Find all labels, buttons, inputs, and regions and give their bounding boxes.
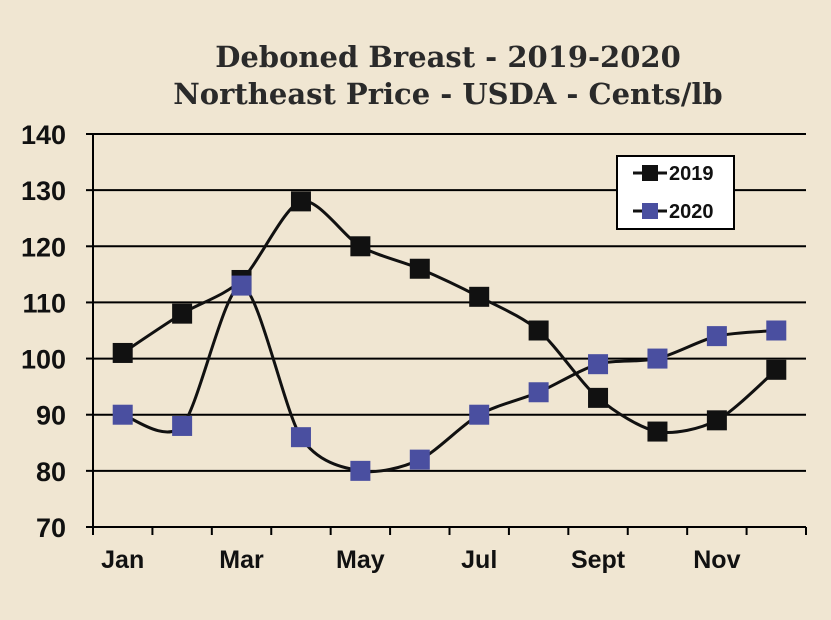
data-point-2019 [706, 410, 727, 431]
x-tick-label: Sept [571, 546, 626, 574]
legend-marker-2020 [642, 203, 658, 219]
data-point-2020 [469, 404, 490, 425]
data-point-2020 [112, 404, 133, 425]
chart-subtitle: Northeast Price - USDA - Cents/lb [173, 77, 723, 111]
y-tick-label: 80 [36, 457, 66, 487]
x-tick-label: Jan [101, 546, 144, 574]
data-point-2019 [528, 320, 549, 341]
data-point-2019 [290, 191, 311, 212]
data-point-2020 [290, 427, 311, 448]
y-tick-label: 110 [22, 288, 66, 318]
data-point-2019 [172, 303, 193, 324]
x-tick-label: Jul [461, 546, 497, 574]
y-tick-label: 70 [36, 513, 66, 543]
data-point-2020 [588, 354, 609, 375]
y-tick-label: 100 [21, 345, 66, 375]
data-point-2019 [766, 359, 787, 380]
data-point-2020 [706, 326, 727, 347]
data-point-2020 [172, 415, 193, 436]
x-tick-label: Nov [693, 546, 740, 574]
data-point-2020 [766, 320, 787, 341]
legend-box [616, 155, 735, 230]
legend-label-2020: 2020 [669, 201, 714, 223]
legend-marker-2019 [642, 165, 658, 181]
data-point-2019 [469, 286, 490, 307]
data-point-2020 [528, 382, 549, 403]
data-point-2019 [112, 342, 133, 363]
data-point-2019 [647, 421, 668, 442]
y-tick-label: 120 [21, 232, 66, 262]
x-tick-label: May [336, 546, 385, 574]
data-point-2019 [350, 236, 371, 257]
data-point-2019 [588, 387, 609, 408]
data-point-2020 [350, 460, 371, 481]
data-point-2019 [409, 258, 430, 279]
legend-label-2019: 2019 [669, 163, 714, 185]
series-line-2020 [122, 284, 777, 474]
data-point-2020 [409, 449, 430, 470]
data-point-2020 [231, 275, 252, 296]
y-tick-label: 130 [21, 176, 66, 206]
series-line-2019 [121, 199, 778, 434]
y-tick-label: 140 [21, 120, 66, 150]
data-point-2020 [647, 348, 668, 369]
chart-title: Deboned Breast - 2019-2020 [215, 40, 681, 74]
y-tick-label: 90 [36, 401, 66, 431]
x-tick-label: Mar [219, 546, 264, 574]
